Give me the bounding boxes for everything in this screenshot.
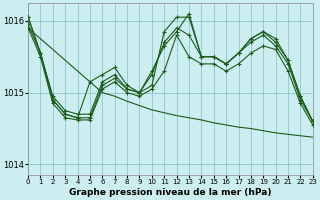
X-axis label: Graphe pression niveau de la mer (hPa): Graphe pression niveau de la mer (hPa) bbox=[69, 188, 272, 197]
